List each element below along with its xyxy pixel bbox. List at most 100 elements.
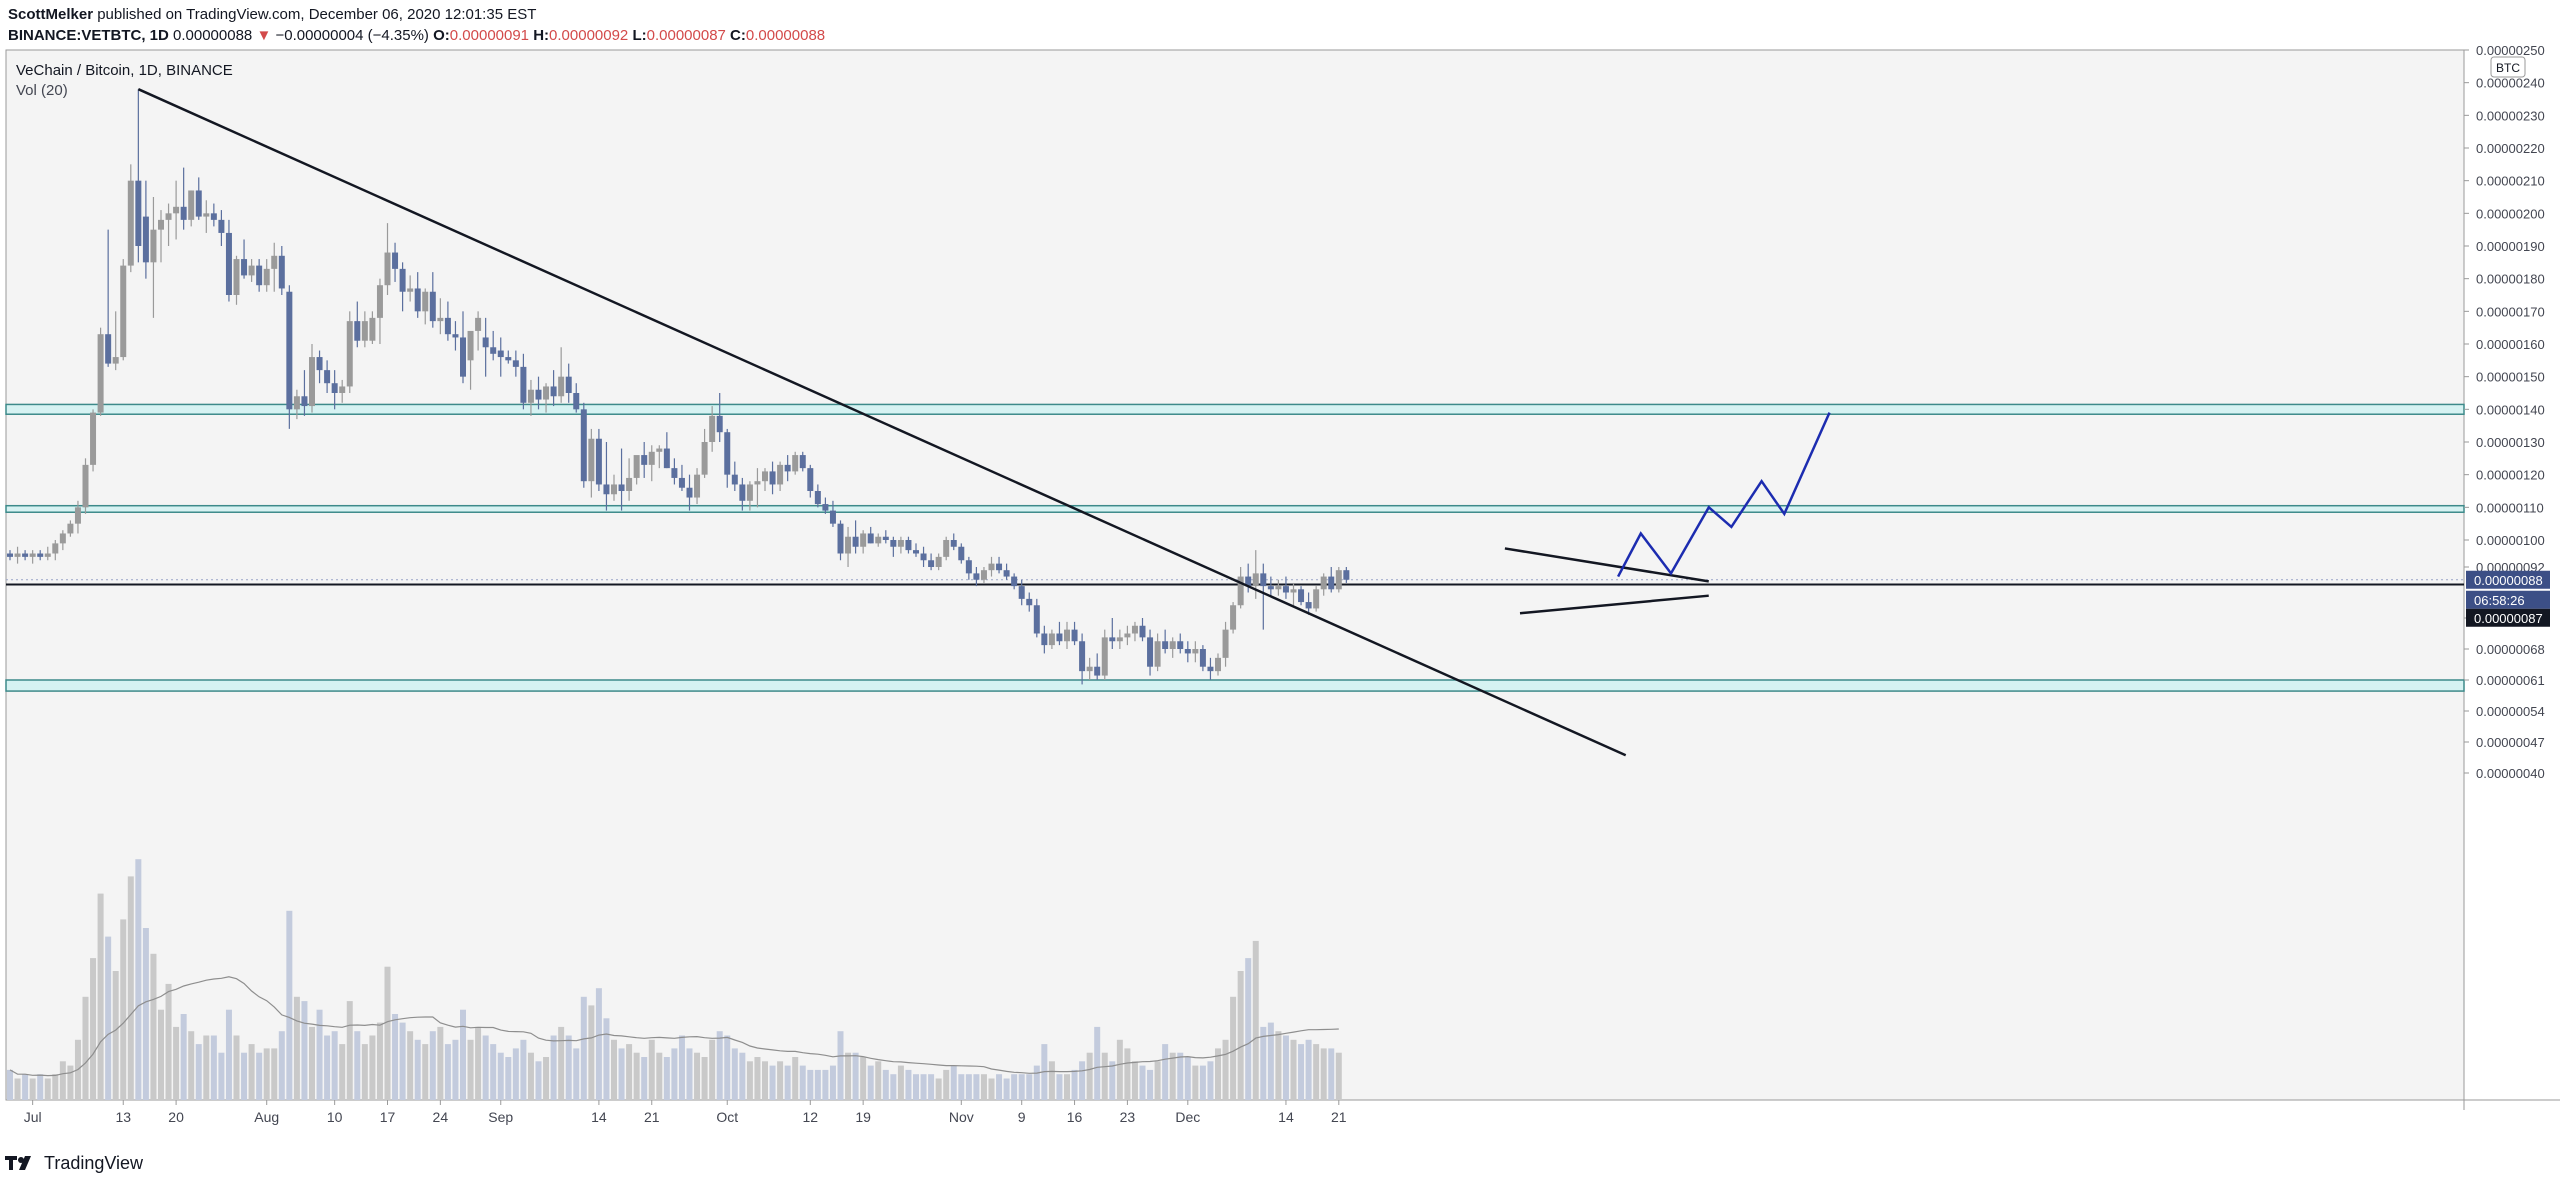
candle-body[interactable] [248, 265, 255, 276]
candle-body[interactable] [580, 409, 587, 482]
candle-body[interactable] [59, 533, 66, 544]
candle-body[interactable] [837, 523, 844, 554]
candle-body[interactable] [829, 510, 836, 524]
candle-body[interactable] [852, 536, 859, 547]
candle-body[interactable] [890, 540, 897, 547]
price-chart[interactable]: 0.00000040 0.00000047 0.00000054 0.00000061… [0, 0, 2560, 1150]
candle-body[interactable] [422, 291, 429, 312]
candle-body[interactable] [1252, 573, 1259, 587]
candle-body[interactable] [150, 229, 157, 263]
candle-body[interactable] [407, 288, 414, 292]
candle-body[interactable] [1328, 576, 1335, 590]
candle-body[interactable] [633, 455, 640, 478]
candle-body[interactable] [1154, 641, 1161, 667]
candle-body[interactable] [950, 540, 957, 547]
support-zone-1[interactable] [5, 504, 2465, 513]
candle-body[interactable] [694, 474, 701, 498]
candle-body[interactable] [414, 288, 421, 312]
descending-trendline[interactable] [137, 88, 1627, 757]
triangle-line-1[interactable] [1519, 594, 1709, 615]
candle-body[interactable] [1335, 570, 1342, 590]
candle-body[interactable] [784, 464, 791, 472]
candle-body[interactable] [452, 334, 459, 338]
candle-body[interactable] [656, 448, 663, 452]
candle-body[interactable] [1026, 598, 1033, 606]
candle-body[interactable] [731, 474, 738, 485]
candle-body[interactable] [701, 442, 708, 475]
candle-body[interactable] [52, 543, 59, 554]
candle-body[interactable] [1260, 573, 1267, 587]
candle-body[interactable] [1041, 633, 1048, 646]
candle-body[interactable] [173, 206, 180, 214]
candle-body[interactable] [22, 553, 29, 557]
candle-body[interactable] [1056, 633, 1063, 642]
candle-body[interactable] [97, 334, 104, 413]
candle-body[interactable] [346, 321, 353, 387]
candle-body[interactable] [1131, 625, 1138, 634]
candle-body[interactable] [618, 484, 625, 491]
candle-body[interactable] [709, 415, 716, 442]
candle-body[interactable] [565, 376, 572, 393]
candle-body[interactable] [1169, 641, 1176, 649]
candle-body[interactable] [573, 393, 580, 410]
candle-body[interactable] [1116, 637, 1123, 642]
candle-body[interactable] [497, 350, 504, 358]
candle-body[interactable] [44, 553, 51, 557]
candle-body[interactable] [203, 213, 210, 217]
candle-body[interactable] [663, 448, 670, 469]
candle-body[interactable] [527, 389, 534, 403]
support-zone-0[interactable] [5, 403, 2465, 415]
candle-body[interactable] [1290, 589, 1297, 593]
candle-body[interactable] [256, 265, 263, 286]
candle-body[interactable] [520, 366, 527, 403]
candle-body[interactable] [112, 357, 119, 364]
candle-body[interactable] [777, 464, 784, 485]
candle-body[interactable] [233, 259, 240, 295]
candle-body[interactable] [1320, 576, 1327, 590]
candle-body[interactable] [14, 553, 21, 557]
candle-body[interactable] [195, 190, 202, 217]
candle-body[interactable] [996, 563, 1003, 571]
candle-body[interactable] [271, 255, 278, 269]
candle-body[interactable] [460, 337, 466, 377]
candle-body[interactable] [165, 213, 172, 220]
candle-body[interactable] [1298, 589, 1305, 603]
triangle-line-0[interactable] [1504, 547, 1709, 583]
candle-body[interactable] [135, 180, 142, 246]
candle-body[interactable] [1139, 625, 1146, 638]
candle-body[interactable] [399, 268, 406, 292]
currency-badge[interactable] [2490, 56, 2526, 78]
candle-body[interactable] [120, 265, 127, 358]
candle-body[interactable] [1101, 637, 1108, 676]
candle-body[interactable] [505, 357, 512, 361]
candle-body[interactable] [603, 484, 610, 495]
candle-body[interactable] [724, 432, 731, 475]
candle-body[interactable] [1305, 602, 1312, 609]
candle-body[interactable] [845, 536, 852, 554]
candle-body[interactable] [444, 317, 451, 335]
candle-body[interactable] [225, 232, 232, 295]
candle-body[interactable] [324, 370, 331, 384]
candle-body[interactable] [920, 553, 927, 561]
candle-body[interactable] [1071, 629, 1078, 642]
candle-body[interactable] [376, 285, 383, 318]
candle-body[interactable] [218, 219, 225, 233]
candle-body[interactable] [641, 455, 648, 465]
candle-body[interactable] [82, 464, 89, 508]
candle-body[interactable] [7, 553, 13, 557]
candle-body[interactable] [1237, 576, 1244, 606]
candle-body[interactable] [973, 573, 980, 580]
candle-body[interactable] [384, 252, 391, 286]
candle-body[interactable] [188, 190, 195, 220]
candle-body[interactable] [1207, 666, 1214, 672]
candle-body[interactable] [716, 415, 723, 433]
candle-body[interactable] [339, 386, 346, 393]
candle-body[interactable] [490, 347, 497, 354]
candle-body[interactable] [928, 560, 935, 567]
candle-body[interactable] [354, 321, 361, 341]
candle-body[interactable] [558, 376, 565, 397]
candle-body[interactable] [867, 533, 874, 544]
candle-body[interactable] [807, 468, 814, 491]
candle-body[interactable] [293, 396, 300, 410]
candle-body[interactable] [127, 180, 134, 266]
